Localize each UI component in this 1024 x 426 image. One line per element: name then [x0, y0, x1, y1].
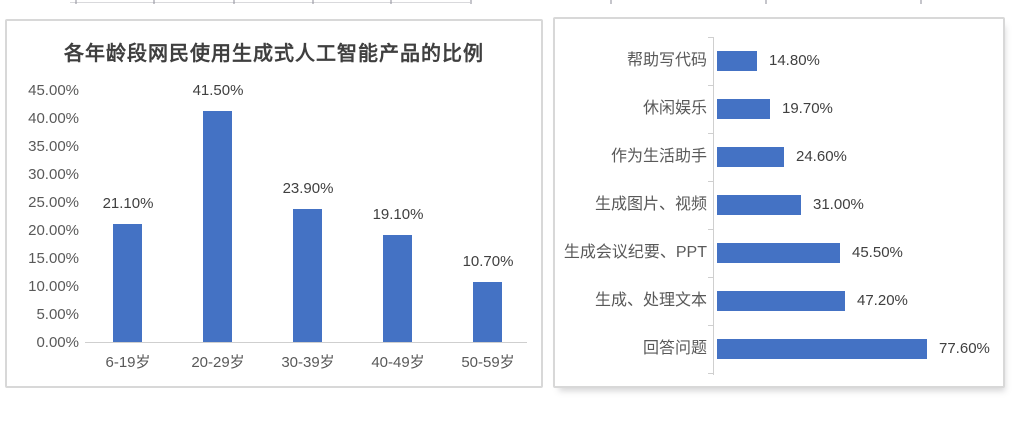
top-tick-mark — [920, 0, 922, 4]
x-axis-category-label: 30-39岁 — [281, 354, 335, 371]
bar — [383, 235, 412, 342]
bar — [717, 291, 845, 311]
top-tick-mark — [312, 0, 314, 4]
top-tick-mark — [75, 0, 77, 4]
bar-value-label: 21.10% — [102, 195, 154, 212]
bar-value-label: 41.50% — [192, 82, 244, 99]
y-axis-tick-label: 10.00% — [28, 278, 79, 295]
bar — [717, 195, 801, 215]
category-label: 作为生活助手 — [610, 148, 707, 165]
bar — [293, 209, 322, 342]
age-group-chart-panel: 各年龄段网民使用生成式人工智能产品的比例 45.00% 40.00% 35.00% 3… — [5, 19, 543, 388]
bar-value-label: 10.70% — [462, 253, 514, 270]
y-axis-tick-label: 0.00% — [36, 334, 79, 351]
category-label: 回答问题 — [642, 340, 707, 357]
bar — [717, 147, 784, 167]
top-tick-mark — [390, 0, 392, 4]
x-axis-category-label: 20-29岁 — [191, 354, 245, 371]
age-group-chart-plot-area: 45.00% 40.00% 35.00% 30.00% 25.00% 20.00% 15.0… — [7, 21, 541, 386]
top-tick-mark — [153, 0, 155, 4]
bar — [473, 282, 502, 342]
top-tick-mark — [765, 0, 767, 4]
top-tick-mark — [610, 0, 612, 4]
x-axis-category-label: 50-59岁 — [461, 354, 515, 371]
bar — [203, 111, 232, 342]
y-axis-tick-label: 35.00% — [28, 138, 79, 155]
bar — [717, 243, 840, 263]
axis-tick-mark — [708, 373, 713, 374]
bar-value-label: 19.70% — [782, 100, 833, 117]
top-tick-mark — [233, 0, 235, 4]
y-axis-tick-label: 15.00% — [28, 250, 79, 267]
y-axis-tick-label: 5.00% — [36, 306, 79, 323]
bar — [717, 99, 770, 119]
x-axis-category-label: 6-19岁 — [105, 354, 151, 371]
bar-value-label: 23.90% — [282, 180, 334, 197]
axis-tick-mark — [708, 85, 713, 86]
y-axis-tick-label: 45.00% — [28, 82, 79, 99]
bar-value-label: 45.50% — [852, 244, 903, 261]
category-label: 生成图片、视频 — [594, 196, 707, 213]
y-axis-line — [713, 37, 714, 375]
x-axis-category-label: 40-49岁 — [371, 354, 425, 371]
y-axis-tick-label: 25.00% — [28, 194, 79, 211]
cropped-top-artifacts — [0, 0, 1024, 6]
y-axis-tick-label: 20.00% — [28, 222, 79, 239]
axis-tick-mark — [708, 229, 713, 230]
bar — [717, 51, 757, 71]
category-label: 生成会议纪要、PPT — [563, 244, 707, 261]
category-label: 帮助写代码 — [626, 52, 707, 69]
axis-tick-mark — [708, 133, 713, 134]
bar-value-label: 14.80% — [769, 52, 820, 69]
bar-value-label: 47.20% — [857, 292, 908, 309]
axis-tick-mark — [708, 277, 713, 278]
bar — [717, 339, 927, 359]
chart-title: 各年龄段网民使用生成式人工智能产品的比例 — [64, 43, 484, 65]
top-hairline — [70, 2, 470, 3]
bar — [113, 224, 142, 342]
bar-value-label: 77.60% — [939, 340, 990, 357]
y-axis-tick-label: 40.00% — [28, 110, 79, 127]
axis-tick-mark — [708, 181, 713, 182]
x-axis-line — [85, 342, 527, 343]
axis-tick-mark — [708, 37, 713, 38]
top-tick-mark — [470, 0, 472, 4]
bar-value-label: 19.10% — [372, 206, 424, 223]
usage-purpose-chart-panel: 帮助写代码 14.80% 休闲娱乐 19.70% 作为生活助手 24.60% 生成图片、视频… — [553, 17, 1005, 388]
y-axis-tick-label: 30.00% — [28, 166, 79, 183]
axis-tick-mark — [708, 325, 713, 326]
bar-value-label: 24.60% — [796, 148, 847, 165]
bar-value-label: 31.00% — [813, 196, 864, 213]
category-label: 休闲娱乐 — [642, 100, 707, 117]
usage-purpose-chart-plot-area: 帮助写代码 14.80% 休闲娱乐 19.70% 作为生活助手 24.60% 生成图片、视频… — [555, 19, 1003, 386]
category-label: 生成、处理文本 — [594, 292, 707, 309]
